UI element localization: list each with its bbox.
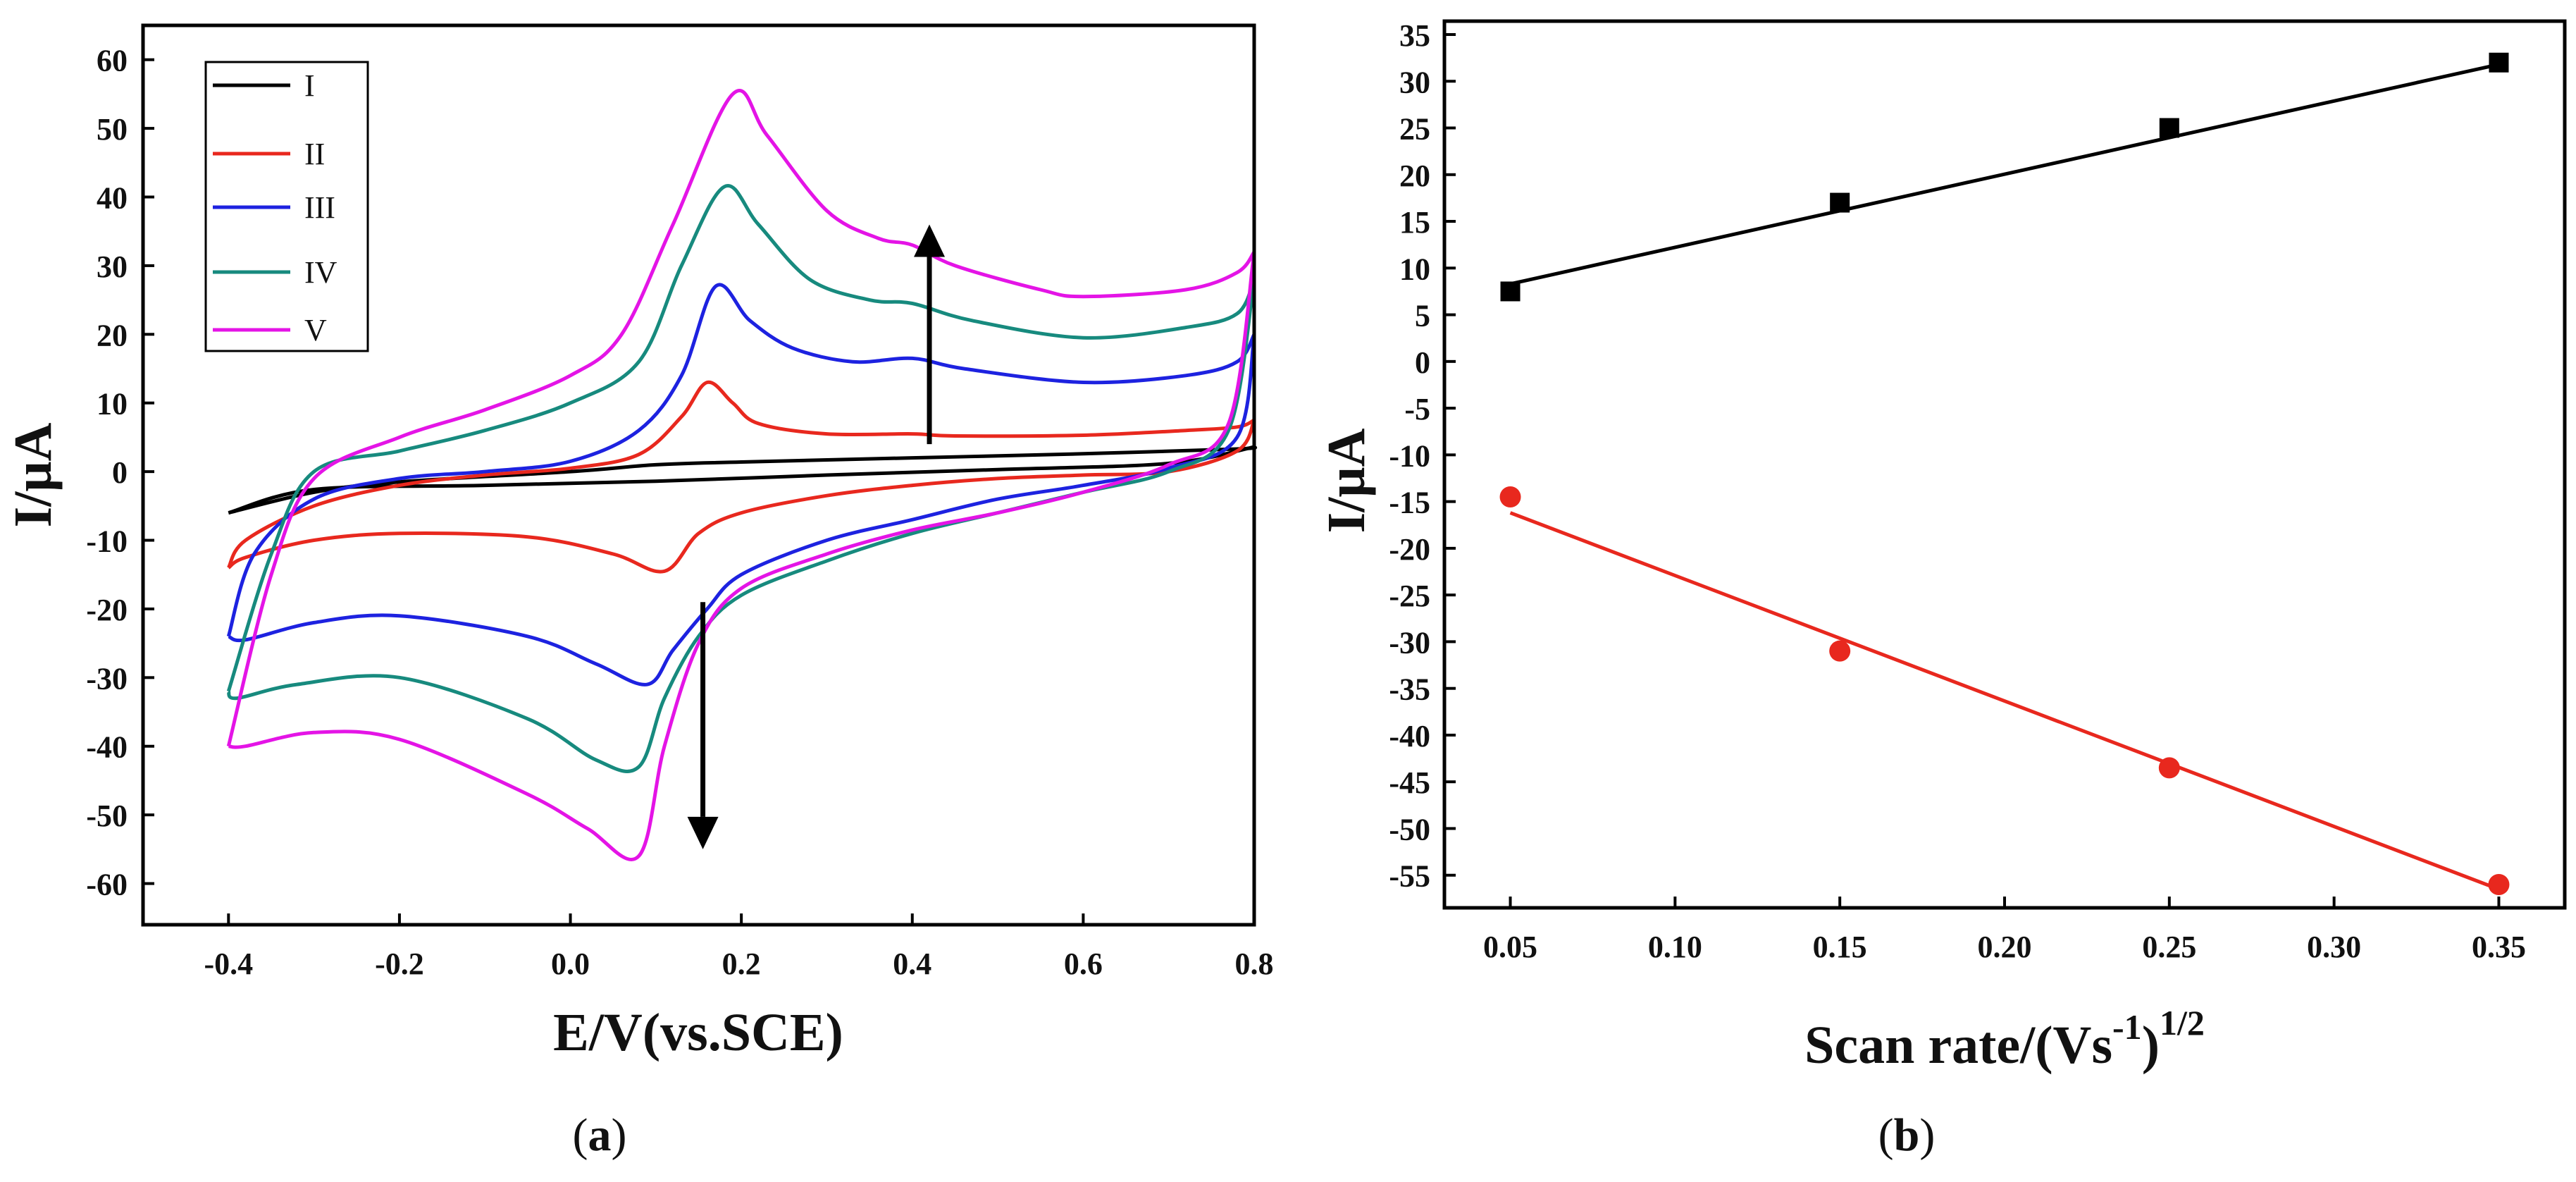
panel-b-y-tick-label: -50 — [1389, 812, 1430, 847]
panel-a-arrows — [687, 224, 946, 849]
panel-a-y-tick-label: 50 — [97, 112, 128, 147]
legend-label-IV: IV — [304, 255, 338, 290]
data-point-circle — [1829, 640, 1851, 662]
panel-a-y-tick-label: -30 — [86, 661, 128, 696]
data-point-circle — [2158, 757, 2180, 779]
panel-b-y-tick-label: -30 — [1389, 625, 1430, 660]
panel-a-ticks: -0.4 -0.2 0.0 0.2 0.4 0.6 0.8 -60 -50 -40 -30 -20 -1… — [86, 44, 1273, 981]
panel-a-x-tick-label: 0.4 — [893, 947, 931, 981]
panel-a-y-tick-label: 60 — [97, 44, 128, 78]
trend-arrow-head — [914, 224, 946, 257]
panel-a-x-tick-label: 0.8 — [1235, 947, 1274, 981]
panel-b-y-tick-label: 35 — [1399, 18, 1430, 53]
panel-b-x-axis-title: Scan rate/(Vs-1)1/2 — [1804, 1003, 2205, 1075]
panel-b-x-tick-label: 0.05 — [1483, 930, 1537, 964]
panel-b-y-tick-label: -25 — [1389, 579, 1430, 613]
panel-a-plot-frame — [141, 23, 1256, 927]
panel-a-y-axis-title: I/μA — [4, 423, 63, 528]
panel-b-y-tick-label: 0 — [1415, 345, 1430, 380]
cv-curve-III-forward — [226, 283, 1256, 637]
panel-b-x-tick-label: 0.25 — [2142, 930, 2196, 964]
data-point-square — [1830, 192, 1850, 213]
panel-a-y-tick-label: -60 — [86, 868, 128, 902]
data-point-square — [2159, 118, 2179, 138]
panel-b-plot-frame — [1442, 19, 2567, 910]
panel-a-x-axis-title: E/V(vs.SCE) — [553, 1003, 843, 1062]
panel-a-y-tick-label: 10 — [97, 387, 128, 421]
panel-b-x-tick-label: 0.30 — [2307, 930, 2361, 964]
panel-a-x-tick-label: -0.2 — [375, 947, 424, 981]
panel-a-y-tick-label: -50 — [86, 799, 128, 833]
panel-b-y-tick-label: -35 — [1389, 672, 1430, 707]
legend-label-V: V — [304, 313, 327, 347]
panel-b-x-tick-label: 0.35 — [2472, 930, 2526, 964]
panel-b-x-tick-label: 0.20 — [1978, 930, 2032, 964]
cv-curve-II-forward — [227, 380, 1256, 569]
cv-curve-V-reverse — [228, 252, 1256, 861]
cv-curve-III-reverse — [228, 333, 1256, 687]
panel-b-y-tick-label: -55 — [1389, 859, 1430, 894]
legend-label-III: III — [304, 190, 335, 225]
panel-b-y-tick-label: 5 — [1415, 299, 1430, 333]
panel-b-x-tick-label: 0.10 — [1648, 930, 1702, 964]
panel-a-x-tick-label: -0.4 — [204, 947, 253, 981]
panel-b-y-tick-label: -45 — [1389, 765, 1430, 800]
panel-b-caption: (b) — [1878, 1109, 1936, 1161]
data-point-square — [1500, 281, 1521, 302]
panel-a-y-tick-label: 40 — [97, 181, 128, 216]
panel-b-y-tick-label: 20 — [1399, 159, 1430, 193]
panel-b-y-tick-label: 25 — [1399, 112, 1430, 147]
panel-a-y-tick-label: -10 — [86, 524, 128, 559]
legend-label-II: II — [304, 137, 325, 171]
panel-b-y-tick-label: -20 — [1389, 532, 1430, 567]
panel-a-x-tick-label: 0.2 — [722, 947, 761, 981]
panel-b-ticks: 0.05 0.10 0.15 0.20 0.25 0.30 0.35 35 30 25 20 15 10… — [1389, 18, 2526, 964]
data-point-circle — [1499, 486, 1521, 508]
data-point-circle — [2488, 873, 2510, 895]
cv-curve-II-reverse — [227, 419, 1256, 574]
panel-a-curves — [226, 89, 1258, 861]
panel-b-y-tick-label: -15 — [1389, 486, 1430, 520]
panel-b-y-tick-label: -40 — [1389, 719, 1430, 753]
panel-a-y-tick-label: 20 — [97, 318, 128, 352]
panel-b-y-axis-title: I/μA — [1317, 429, 1376, 534]
cv-curve-IV-forward — [226, 184, 1256, 692]
panel-a-legend: I II III IV V — [204, 61, 369, 352]
panel-b-y-tick-label: 15 — [1399, 205, 1430, 240]
panel-a-x-tick-label: 0.6 — [1064, 947, 1103, 981]
panel-a-y-tick-label: 0 — [112, 455, 128, 490]
panel-b-fit-lines — [1509, 62, 2500, 891]
panel-b-y-tick-label: -5 — [1404, 392, 1430, 426]
panel-a-y-tick-label: 30 — [97, 250, 128, 284]
panel-b-y-tick-label: -10 — [1389, 438, 1430, 473]
fit-line-circle — [1509, 511, 2500, 891]
cv-curve-V-forward — [226, 89, 1256, 747]
panel-a-y-tick-label: -20 — [86, 593, 128, 627]
legend-label-I: I — [304, 68, 315, 103]
panel-a-x-tick-label: 0.0 — [551, 947, 590, 981]
panel-b-y-tick-label: 30 — [1399, 65, 1430, 99]
data-point-square — [2489, 52, 2509, 73]
fit-line-square — [1509, 62, 2500, 286]
panel-b-y-tick-label: 10 — [1399, 252, 1430, 286]
trend-arrow-head — [687, 816, 719, 849]
panel-a-y-tick-label: -40 — [86, 730, 128, 765]
panel-b-scatter-chart: 0.05 0.10 0.15 0.20 0.25 0.30 0.35 35 30 25 20 15 10… — [1317, 18, 2567, 1161]
panel-a-cv-chart: -0.4 -0.2 0.0 0.2 0.4 0.6 0.8 -60 -50 -40 -30 -20 -1… — [4, 23, 1274, 1161]
panel-a-caption: (a) — [573, 1109, 627, 1161]
panel-b-markers — [1499, 52, 2510, 895]
panel-b-x-tick-label: 0.15 — [1813, 930, 1867, 964]
